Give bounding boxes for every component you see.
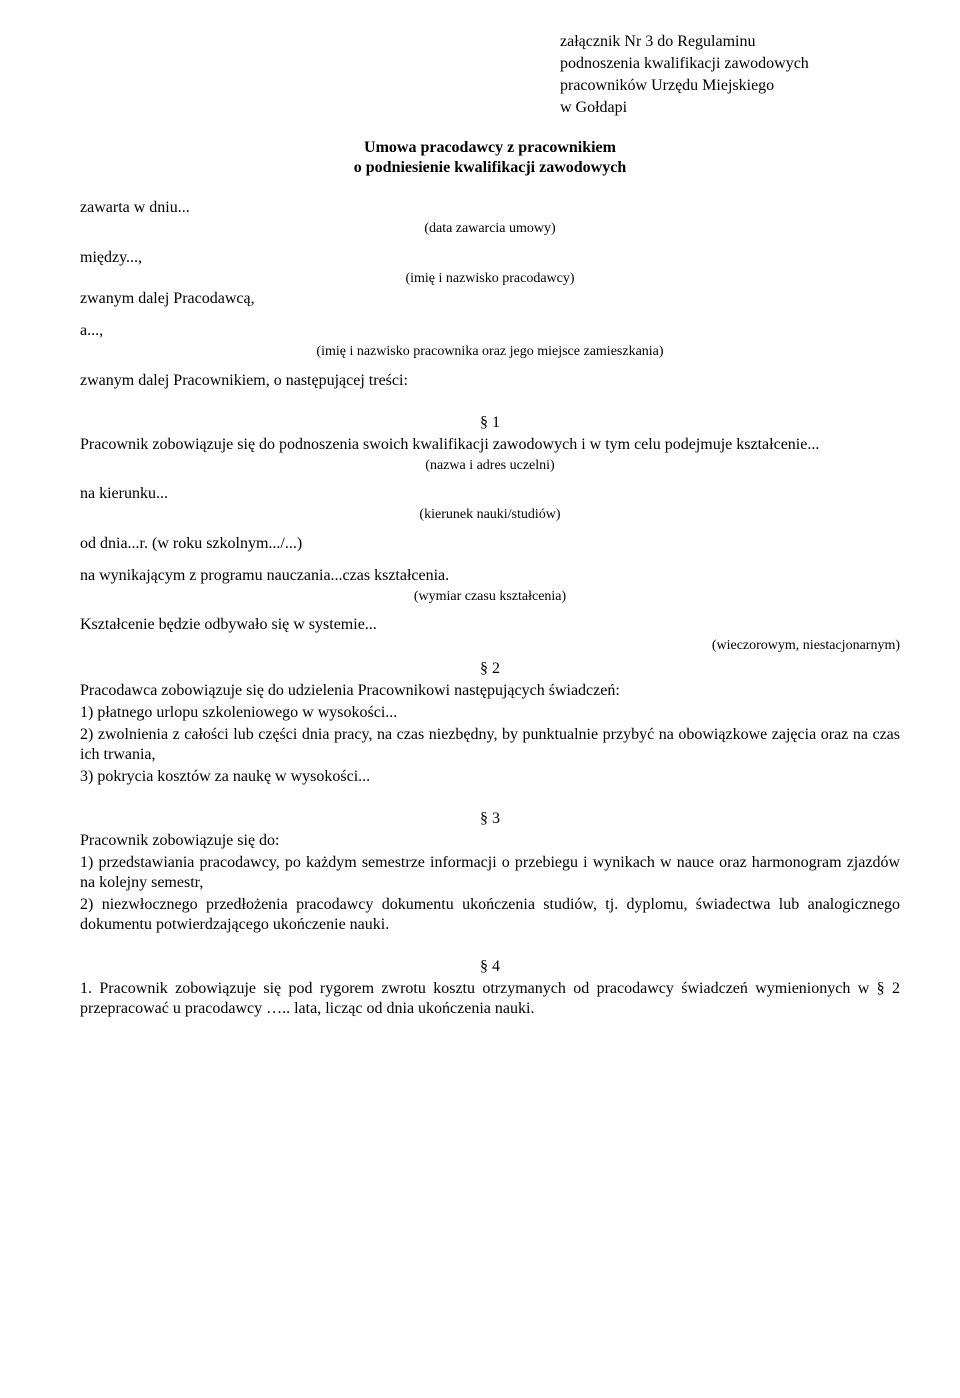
attachment-line-3: pracowników Urzędu Miejskiego: [560, 76, 900, 96]
zwanym-pracodawca-line: zwanym dalej Pracodawcą,: [80, 289, 900, 309]
attachment-header: załącznik Nr 3 do Regulaminu podnoszenia…: [560, 32, 900, 118]
od-dnia-line: od dnia...r. (w roku szkolnym.../...): [80, 534, 900, 554]
section-3-item-2: 2) niezwłocznego przedłożenia pracodawcy…: [80, 895, 900, 935]
document-title: Umowa pracodawcy z pracownikiem o podnie…: [80, 138, 900, 178]
section-2-item-3: 3) pokrycia kosztów za naukę w wysokości…: [80, 767, 900, 787]
document-page: załącznik Nr 3 do Regulaminu podnoszenia…: [0, 0, 960, 1051]
attachment-line-2: podnoszenia kwalifikacji zawodowych: [560, 54, 900, 74]
section-4-number: § 4: [80, 957, 900, 977]
section-1-number: § 1: [80, 413, 900, 433]
attachment-line-4: w Gołdapi: [560, 98, 900, 118]
miedzy-line: między...,: [80, 248, 900, 268]
ksztalcenie-line: Kształcenie będzie odbywało się w system…: [80, 615, 900, 635]
zawarta-caption: (data zawarcia umowy): [80, 220, 900, 238]
kierunek-line: na kierunku...: [80, 484, 900, 504]
title-line-2: o podniesienie kwalifikacji zawodowych: [80, 158, 900, 178]
zawarta-line: zawarta w dniu...: [80, 198, 900, 218]
kierunek-caption: (kierunek nauki/studiów): [80, 506, 900, 524]
system-caption: (wieczorowym, niestacjonarnym): [80, 637, 900, 655]
section-2-intro: Pracodawca zobowiązuje się do udzielenia…: [80, 681, 900, 701]
section-2-item-2: 2) zwolnienia z całości lub części dnia …: [80, 725, 900, 765]
miedzy-caption: (imię i nazwisko pracodawcy): [80, 270, 900, 288]
na-wynikajacym-line: na wynikającym z programu nauczania...cz…: [80, 566, 900, 586]
a-line: a...,: [80, 321, 900, 341]
section-1-text: Pracownik zobowiązuje się do podnoszenia…: [80, 435, 900, 455]
wymiar-caption: (wymiar czasu kształcenia): [80, 588, 900, 606]
section-3-item-1: 1) przedstawiania pracodawcy, po każdym …: [80, 853, 900, 893]
section-4-text: 1. Pracownik zobowiązuje się pod rygorem…: [80, 979, 900, 1019]
a-caption: (imię i nazwisko pracownika oraz jego mi…: [80, 343, 900, 361]
section-3-number: § 3: [80, 809, 900, 829]
section-3-intro: Pracownik zobowiązuje się do:: [80, 831, 900, 851]
zwanym-pracownikiem-line: zwanym dalej Pracownikiem, o następujące…: [80, 371, 900, 391]
title-line-1: Umowa pracodawcy z pracownikiem: [80, 138, 900, 158]
section-1-caption-uczelnia: (nazwa i adres uczelni): [80, 457, 900, 475]
section-2-item-1: 1) płatnego urlopu szkoleniowego w wysok…: [80, 703, 900, 723]
attachment-line-1: załącznik Nr 3 do Regulaminu: [560, 32, 900, 52]
section-2-number: § 2: [80, 659, 900, 679]
